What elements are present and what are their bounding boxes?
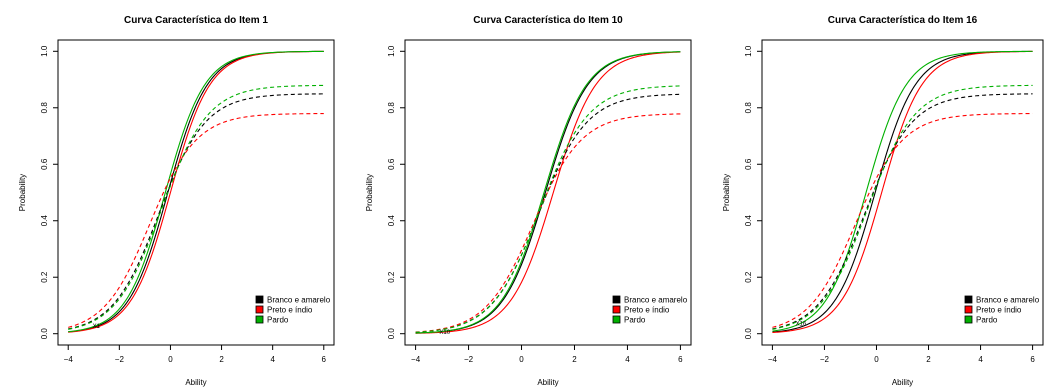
legend-label: Pardo [976, 316, 998, 325]
y-tick-label: 0.6 [40, 158, 49, 170]
item-annotation: X1 [93, 324, 101, 330]
y-tick-label: 1.0 [40, 45, 49, 57]
x-tick-label: 6 [1030, 355, 1035, 364]
y-tick-label: 0.4 [387, 215, 396, 227]
curves [415, 51, 681, 334]
series-line-dashed-3 [772, 84, 1033, 330]
legend-swatch [612, 295, 621, 304]
chart-panel-3: Curva Característica do Item 16 −4 −2 0 2 4 6 0… [722, 15, 1044, 387]
chart-title: Curva Característica do Item 10 [473, 15, 623, 26]
x-tick-label: −2 [820, 355, 830, 364]
chart-title: Curva Característica do Item 1 [124, 15, 268, 26]
y-tick-label: 0.0 [744, 328, 753, 340]
y-axis-label: Probability [18, 174, 27, 211]
series-line-dashed-2 [415, 113, 681, 333]
legend-swatch [255, 315, 264, 324]
x-tick-label: 0 [874, 355, 879, 364]
y-tick-label: 0.8 [744, 102, 753, 114]
series-line-solid-2 [68, 50, 324, 333]
y-tick-label: 0.2 [40, 271, 49, 283]
legend-label: Preto e índio [976, 306, 1022, 315]
x-tick-label: 6 [322, 355, 327, 364]
series-line-solid-3 [415, 51, 681, 334]
x-tick-label: 0 [519, 355, 524, 364]
y-tick-label: 0.8 [387, 102, 396, 114]
plot-frame [57, 39, 335, 346]
x-tick-label: 6 [678, 355, 683, 364]
legend-swatch [964, 315, 973, 324]
y-tick-label: 0.6 [744, 158, 753, 170]
chart-panel-2: Curva Característica do Item 10 −4 −2 0 2 4 6 0… [365, 15, 692, 387]
legend-label: Pardo [267, 316, 289, 325]
legend-swatch [964, 295, 973, 304]
y-tick-label: 0.8 [40, 102, 49, 114]
x-tick-label: 2 [219, 355, 224, 364]
series-line-dashed-3 [68, 84, 324, 330]
x-axis-label: Ability [537, 378, 558, 387]
x-tick-label: −4 [411, 355, 421, 364]
legend-label: Pardo [624, 316, 646, 325]
y-tick-label: 1.0 [744, 45, 753, 57]
plot-frame [404, 39, 692, 346]
x-tick-label: 2 [926, 355, 931, 364]
series-line-solid-2 [415, 51, 681, 334]
x-axis-label: Ability [185, 378, 206, 387]
legend-swatch [612, 315, 621, 324]
y-tick-label: 1.0 [387, 45, 396, 57]
series-line-solid-3 [68, 50, 324, 333]
series-line-dashed-3 [415, 85, 681, 333]
y-tick-label: 0.4 [40, 215, 49, 227]
x-tick-label: 0 [168, 355, 173, 364]
y-tick-label: 0.0 [40, 328, 49, 340]
y-tick-label: 0.6 [387, 158, 396, 170]
y-tick-label: 0.4 [744, 215, 753, 227]
x-tick-label: 4 [978, 355, 983, 364]
y-tick-label: 0.2 [387, 271, 396, 283]
chart-title: Curva Característica do Item 16 [828, 15, 978, 26]
x-axis-label: Ability [892, 378, 913, 387]
legend-swatch [255, 305, 264, 314]
series-line-dashed-1 [772, 93, 1033, 330]
legend-label: Preto e índio [624, 306, 670, 315]
x-tick-label: 4 [625, 355, 630, 364]
x-tick-label: 2 [572, 355, 577, 364]
legend-label: Branco e amarelo [976, 296, 1040, 305]
series-line-solid-1 [415, 51, 681, 334]
y-tick-label: 0.2 [744, 271, 753, 283]
legend-label: Branco e amarelo [624, 296, 688, 305]
x-tick-label: −2 [115, 355, 125, 364]
x-tick-label: −4 [64, 355, 74, 364]
series-line-solid-2 [772, 50, 1033, 334]
plot-frame [761, 39, 1044, 346]
series-line-solid-1 [68, 50, 324, 333]
series-line-solid-3 [772, 50, 1033, 332]
curves [772, 50, 1033, 334]
legend-label: Preto e índio [267, 306, 313, 315]
legend-label: Branco e amarelo [267, 296, 331, 305]
series-line-solid-1 [772, 50, 1033, 333]
curves [68, 50, 324, 333]
series-line-dashed-2 [772, 113, 1033, 328]
item-annotation: X10 [439, 330, 450, 336]
series-line-dashed-2 [68, 113, 324, 328]
legend-swatch [255, 295, 264, 304]
y-tick-label: 0.0 [387, 328, 396, 340]
chart-panel-1: Curva Característica do Item 1 −4 −2 0 2 4 6 0.… [18, 15, 335, 387]
legend-swatch [964, 305, 973, 314]
legend-swatch [612, 305, 621, 314]
series-line-dashed-1 [68, 93, 324, 330]
x-tick-label: −2 [464, 355, 474, 364]
x-tick-label: −4 [768, 355, 778, 364]
x-tick-label: 4 [270, 355, 275, 364]
y-axis-label: Probability [722, 174, 731, 211]
y-axis-label: Probability [365, 174, 374, 211]
item-annotation: X16 [796, 321, 807, 327]
